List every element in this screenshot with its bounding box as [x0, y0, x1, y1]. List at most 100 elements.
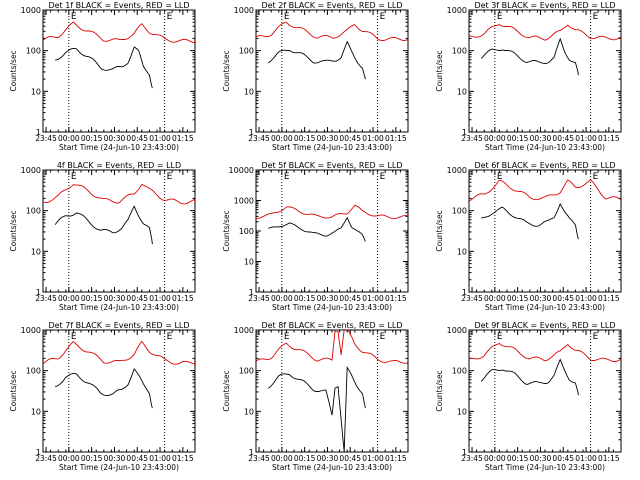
events-series-line — [55, 46, 153, 89]
x-tick-label: 00:30 — [104, 454, 126, 463]
y-tick-label: 1 — [249, 128, 254, 137]
marker-label: E — [497, 332, 503, 342]
x-tick-label: 01:00 — [362, 454, 384, 463]
marker-label: E — [593, 332, 599, 342]
y-tick-label: 100 — [26, 367, 41, 376]
marker-label: E — [284, 172, 290, 182]
y-tick-label: 10000 — [229, 166, 254, 175]
y-tick-label: 1000 — [21, 326, 41, 335]
x-axis-label: Start Time (24-Jun-10 23:43:00) — [485, 463, 605, 472]
events-series-line — [55, 368, 153, 409]
x-tick-label: 00:15 — [81, 134, 103, 143]
x-tick-label: 00:15 — [81, 294, 103, 303]
x-tick-label: 01:15 — [598, 294, 620, 303]
x-tick-label: 00:30 — [530, 454, 552, 463]
y-tick-label: 100 — [452, 367, 467, 376]
x-tick-label: 00:45 — [552, 134, 574, 143]
x-tick-label: 00:45 — [126, 294, 148, 303]
x-tick-label: 00:45 — [339, 294, 361, 303]
chart-panel-7: Det 7f BLACK = Events, RED = LLD 1 10 100 10… — [9, 321, 196, 472]
y-tick-label: 1 — [462, 128, 467, 137]
lld-series-line — [43, 183, 195, 205]
y-tick-label: 1000 — [234, 326, 254, 335]
lld-series-line — [469, 342, 621, 362]
chart-panel-3: Det 3f BLACK = Events, RED = LLD 1 10 100 10… — [435, 1, 622, 152]
x-tick-label: 00:00 — [271, 134, 293, 143]
y-axis-label: Counts/sec — [222, 210, 231, 251]
events-series-line — [267, 366, 366, 452]
x-tick-label: 01:15 — [598, 454, 620, 463]
y-tick-label: 1 — [36, 128, 41, 137]
x-tick-label: 00:00 — [484, 294, 506, 303]
y-tick-label: 1000 — [447, 166, 467, 175]
plot-frame — [42, 329, 196, 453]
events-series-line — [267, 40, 366, 80]
y-tick-label: 100 — [452, 207, 467, 216]
marker-label: E — [380, 172, 386, 182]
chart-panel-6: Det 6f BLACK = Events, RED = LLD 1 10 100 10… — [435, 161, 622, 312]
marker-label: E — [284, 332, 290, 342]
marker-label: E — [167, 172, 173, 182]
events-series-line — [54, 205, 153, 245]
x-axis-label: Start Time (24-Jun-10 23:43:00) — [272, 463, 392, 472]
x-tick-label: 00:15 — [507, 454, 529, 463]
x-tick-label: 01:00 — [149, 454, 171, 463]
x-tick-label: 01:00 — [149, 134, 171, 143]
x-axis-label: Start Time (24-Jun-10 23:43:00) — [59, 143, 179, 152]
x-tick-label: 23:45 — [248, 134, 270, 143]
lld-series-line — [43, 21, 195, 44]
y-tick-label: 100 — [239, 367, 254, 376]
x-tick-label: 01:00 — [575, 294, 597, 303]
x-tick-label: 23:45 — [35, 134, 57, 143]
x-tick-label: 23:45 — [461, 454, 483, 463]
marker-label: E — [380, 12, 386, 22]
x-tick-label: 23:45 — [35, 454, 57, 463]
x-axis-label: Start Time (24-Jun-10 23:43:00) — [272, 143, 392, 152]
lld-series-line — [256, 330, 408, 364]
lld-series-line — [43, 340, 195, 365]
y-axis-label: Counts/sec — [435, 370, 444, 411]
y-axis-label: Counts/sec — [9, 50, 18, 91]
chart-panel-8: Det 8f BLACK = Events, RED = LLD 1 10 100 10… — [222, 321, 409, 472]
y-tick-label: 10 — [244, 258, 254, 267]
marker-label: E — [593, 12, 599, 22]
lld-series-line — [256, 21, 408, 41]
y-tick-label: 1 — [462, 288, 467, 297]
y-tick-label: 100 — [452, 47, 467, 56]
x-axis-label: Start Time (24-Jun-10 23:43:00) — [485, 143, 605, 152]
x-tick-label: 23:45 — [248, 294, 270, 303]
chart-panel-2: Det 2f BLACK = Events, RED = LLD 1 10 100 10… — [222, 1, 409, 152]
marker-label: E — [497, 172, 503, 182]
x-tick-label: 23:45 — [461, 134, 483, 143]
y-tick-label: 100 — [239, 227, 254, 236]
x-tick-label: 00:45 — [339, 454, 361, 463]
x-tick-label: 00:00 — [484, 454, 506, 463]
x-tick-label: 23:45 — [35, 294, 57, 303]
x-tick-label: 00:30 — [317, 454, 339, 463]
lld-series-line — [469, 179, 621, 202]
y-axis-label: Counts/sec — [435, 210, 444, 251]
x-tick-label: 23:45 — [248, 454, 270, 463]
panel-title: Det 9f BLACK = Events, RED = LLD — [474, 321, 615, 330]
y-axis-label: Counts/sec — [9, 210, 18, 251]
x-tick-label: 00:15 — [294, 454, 316, 463]
x-tick-label: 01:15 — [385, 294, 407, 303]
x-tick-label: 00:15 — [507, 134, 529, 143]
y-tick-label: 1000 — [447, 6, 467, 15]
x-tick-label: 00:45 — [552, 454, 574, 463]
chart-panel-4: 4f BLACK = Events, RED = LLD 1 10 100 1000 23… — [9, 161, 196, 312]
x-tick-label: 00:00 — [271, 294, 293, 303]
y-tick-label: 1 — [462, 448, 467, 457]
panel-title: 4f BLACK = Events, RED = LLD — [57, 161, 181, 170]
y-tick-label: 1000 — [447, 326, 467, 335]
x-tick-label: 00:00 — [58, 134, 80, 143]
y-tick-label: 10 — [31, 407, 41, 416]
y-tick-label: 1000 — [234, 197, 254, 206]
x-tick-label: 01:00 — [575, 134, 597, 143]
x-tick-label: 01:15 — [172, 294, 194, 303]
x-tick-label: 00:00 — [58, 454, 80, 463]
x-tick-label: 01:15 — [385, 134, 407, 143]
events-series-line — [480, 358, 579, 396]
marker-label: E — [167, 332, 173, 342]
y-tick-label: 10 — [244, 87, 254, 96]
